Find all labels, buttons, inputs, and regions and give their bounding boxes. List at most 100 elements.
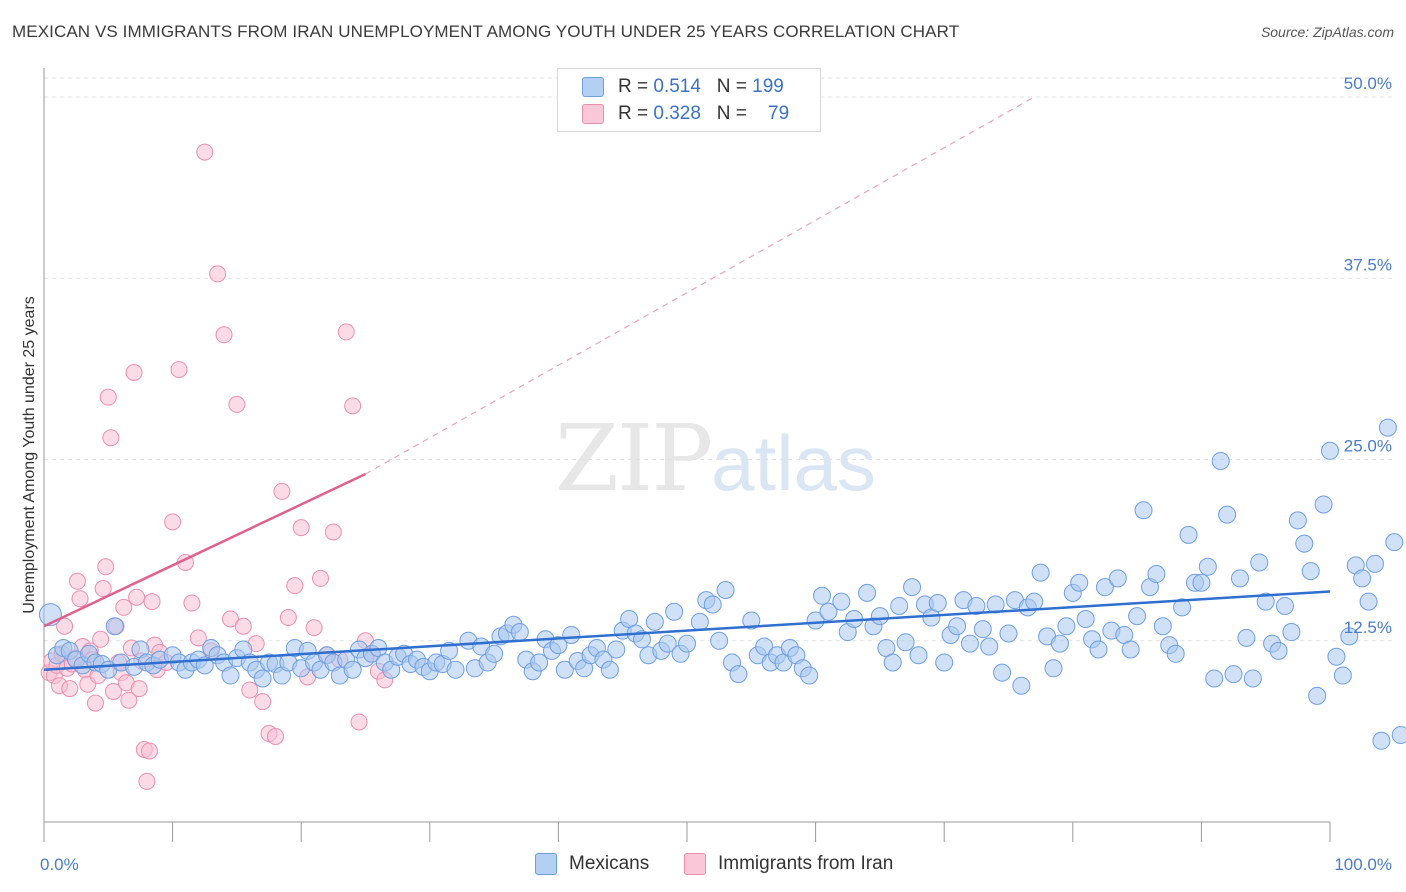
legend-n-label: N =	[716, 103, 747, 124]
y-tick-label: 50.0%	[1344, 74, 1392, 93]
data-point-mexicans	[1224, 665, 1243, 684]
data-point-mexicans	[973, 620, 992, 639]
data-point-mexicans	[1044, 659, 1063, 678]
data-point-iran	[102, 429, 120, 447]
data-point-mexicans	[555, 660, 574, 679]
data-point-iran	[234, 617, 252, 635]
data-point-iran	[164, 513, 182, 531]
bottom-legend-swatch-blue	[535, 853, 557, 875]
data-point-mexicans	[253, 669, 272, 688]
data-point-mexicans	[1205, 669, 1224, 688]
data-point-mexicans	[1288, 511, 1307, 530]
y-axis-label: Unemployment Among Youth under 25 years	[21, 296, 38, 614]
trend-line-iran	[43, 472, 367, 628]
series-mexicans-points	[38, 418, 1406, 750]
data-point-mexicans	[742, 611, 761, 630]
watermark: ZIPatlas	[555, 405, 876, 512]
data-point-mexicans	[1301, 562, 1320, 581]
data-point-iran	[337, 323, 355, 341]
data-point-mexicans	[1089, 640, 1108, 659]
data-point-mexicans	[1121, 640, 1140, 659]
data-point-iran	[241, 681, 259, 699]
data-point-mexicans	[703, 595, 722, 614]
data-point-iran	[86, 694, 104, 712]
legend-n-label: N =	[716, 76, 747, 97]
data-point-mexicans	[1134, 501, 1153, 520]
data-point-mexicans	[896, 633, 915, 652]
watermark-atlas: atlas	[711, 419, 876, 507]
data-point-mexicans	[607, 640, 626, 659]
data-point-iran	[125, 364, 143, 381]
data-point-mexicans	[1198, 557, 1217, 576]
watermark-zip: ZIP	[555, 405, 713, 512]
bottom-legend-swatch-pink	[684, 853, 706, 875]
legend-n-value: 79	[768, 103, 790, 124]
data-point-mexicans	[1269, 641, 1288, 660]
data-point-mexicans	[1321, 441, 1339, 460]
data-point-mexicans	[600, 660, 619, 679]
data-point-mexicans	[1250, 553, 1269, 572]
legend-row-iran: R = 0.328 N = 79	[582, 102, 789, 126]
data-point-mexicans	[1353, 569, 1372, 588]
data-point-iran	[128, 588, 146, 606]
data-point-mexicans	[1012, 676, 1031, 695]
data-point-mexicans	[446, 660, 465, 679]
data-point-mexicans	[440, 641, 459, 660]
legend-swatch-blue	[582, 77, 604, 97]
data-point-mexicans	[1025, 592, 1044, 611]
data-point-mexicans	[813, 586, 832, 605]
data-point-iran	[344, 397, 362, 415]
axis-labels: 12.5% 25.0% 37.5% 50.0% 0.0% 100.0% Unemployme…	[21, 74, 1392, 874]
data-point-iran	[120, 691, 138, 709]
x-tick-label-max: 100.0%	[1334, 855, 1392, 874]
bottom-legend-iran: Immigrants from Iran	[684, 851, 893, 877]
data-point-mexicans	[530, 653, 549, 672]
data-point-mexicans	[1333, 666, 1352, 685]
data-point-iran	[97, 558, 115, 576]
data-point-mexicans	[1057, 617, 1076, 636]
data-point-iran	[170, 361, 188, 379]
data-point-mexicans	[1050, 634, 1069, 653]
data-point-mexicans	[1166, 644, 1185, 663]
legend-swatch-pink	[582, 104, 604, 124]
data-point-mexicans	[1275, 596, 1294, 615]
data-point-mexicans	[806, 611, 825, 630]
data-point-iran	[104, 683, 122, 700]
data-point-mexicans	[858, 583, 877, 602]
gridlines	[44, 77, 1392, 642]
data-point-iran	[92, 630, 110, 648]
data-point-iran	[266, 727, 284, 745]
data-point-mexicans	[1147, 565, 1166, 584]
data-point-mexicans	[1308, 686, 1327, 705]
data-point-mexicans	[883, 653, 902, 672]
legend-r-value: 0.328	[653, 103, 701, 124]
data-point-mexicans	[562, 625, 581, 644]
data-point-mexicans	[903, 578, 922, 597]
data-point-iran	[61, 680, 79, 698]
data-point-iran	[99, 388, 117, 406]
data-point-mexicans	[993, 663, 1012, 682]
data-point-mexicans	[1237, 628, 1256, 647]
y-tick-label: 25.0%	[1344, 437, 1392, 456]
data-point-mexicans	[716, 581, 735, 599]
data-point-mexicans	[343, 660, 362, 679]
data-point-iran	[228, 395, 246, 413]
data-point-mexicans	[105, 617, 124, 636]
data-point-mexicans	[710, 631, 729, 650]
data-point-mexicans	[909, 646, 928, 665]
data-point-mexicans	[1295, 534, 1314, 553]
data-point-mexicans	[819, 602, 838, 621]
data-point-iran	[215, 326, 233, 344]
data-point-mexicans	[645, 612, 664, 631]
data-point-mexicans	[1327, 647, 1346, 666]
data-point-iran	[115, 598, 133, 616]
data-point-mexicans	[549, 636, 568, 655]
data-point-mexicans	[1366, 554, 1385, 573]
data-point-mexicans	[665, 602, 684, 621]
data-point-mexicans	[1256, 592, 1275, 611]
data-point-iran	[324, 523, 342, 541]
data-point-mexicans	[1076, 610, 1095, 628]
data-point-mexicans	[980, 637, 999, 656]
data-point-mexicans	[729, 665, 748, 684]
